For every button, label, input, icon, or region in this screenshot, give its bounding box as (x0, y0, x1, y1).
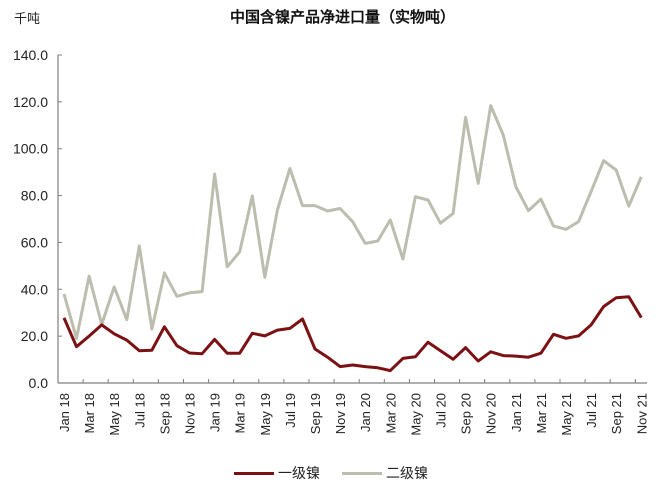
x-tick-label: Jan 20 (358, 393, 373, 432)
x-tick-label: May 19 (258, 393, 273, 436)
x-tick-label: Nov 20 (484, 393, 499, 434)
x-tick-label: Sep 20 (459, 393, 474, 434)
legend: 一级镍 二级镍 (0, 463, 665, 483)
x-tick-label: Sep 19 (308, 393, 323, 434)
x-tick-label: Nov 19 (333, 393, 348, 434)
x-tick-label: Mar 20 (383, 393, 398, 433)
x-tick-label: Jan 19 (208, 393, 223, 432)
series-line-primary-nickel (62, 295, 643, 373)
x-tick-label: Jul 21 (584, 393, 599, 428)
legend-label-series1: 一级镍 (278, 466, 320, 482)
legend-label-series2: 二级镍 (386, 466, 428, 482)
x-tick-label: Mar 18 (82, 393, 97, 433)
y-tick-label: 40.0 (21, 281, 48, 297)
x-tick-label: Jan 21 (509, 393, 524, 432)
x-tick-label: Sep 18 (157, 393, 172, 434)
x-tick-label: Jul 19 (283, 393, 298, 428)
plot-lines (62, 104, 643, 373)
legend-item-series2: 二级镍 (342, 463, 428, 483)
y-tick-label: 20.0 (21, 328, 48, 344)
x-tick-label: May 20 (408, 393, 423, 436)
x-axis: Jan 18 Mar 18 May 18 Jul 18 Sep 18 Nov 18 Jan … (57, 379, 649, 436)
y-tick-label: 140.0 (13, 47, 48, 63)
x-tick-label: Nov 18 (183, 393, 198, 434)
x-tick-label: May 21 (559, 393, 574, 436)
x-tick-label: May 18 (107, 393, 122, 436)
chart-title: 中国含镍产品净进口量（实物吨） (229, 8, 455, 26)
legend-item-series1: 一级镍 (234, 463, 320, 483)
x-tick-label: Jan 18 (57, 393, 72, 432)
x-tick-label: Jul 20 (434, 393, 449, 428)
series-line-secondary-nickel (62, 104, 643, 340)
y-axis-unit-label: 千吨 (14, 12, 41, 27)
y-tick-label: 100.0 (13, 141, 48, 157)
x-tick-label: Jul 18 (132, 393, 147, 428)
y-axis: 0.0 20.0 40.0 60.0 80.0 100.0 120.0 140.0 (13, 47, 62, 391)
legend-swatch-series2 (342, 471, 382, 475)
x-tick-label: Mar 21 (534, 393, 549, 433)
y-tick-label: 0.0 (29, 375, 49, 391)
x-tick-label: Nov 21 (634, 393, 649, 434)
y-tick-label: 80.0 (21, 188, 48, 204)
y-tick-label: 60.0 (21, 234, 48, 250)
y-tick-label: 120.0 (13, 94, 48, 110)
x-tick-label: Mar 19 (233, 393, 248, 433)
x-tick-label: Sep 21 (609, 393, 624, 434)
legend-swatch-series1 (234, 471, 274, 475)
